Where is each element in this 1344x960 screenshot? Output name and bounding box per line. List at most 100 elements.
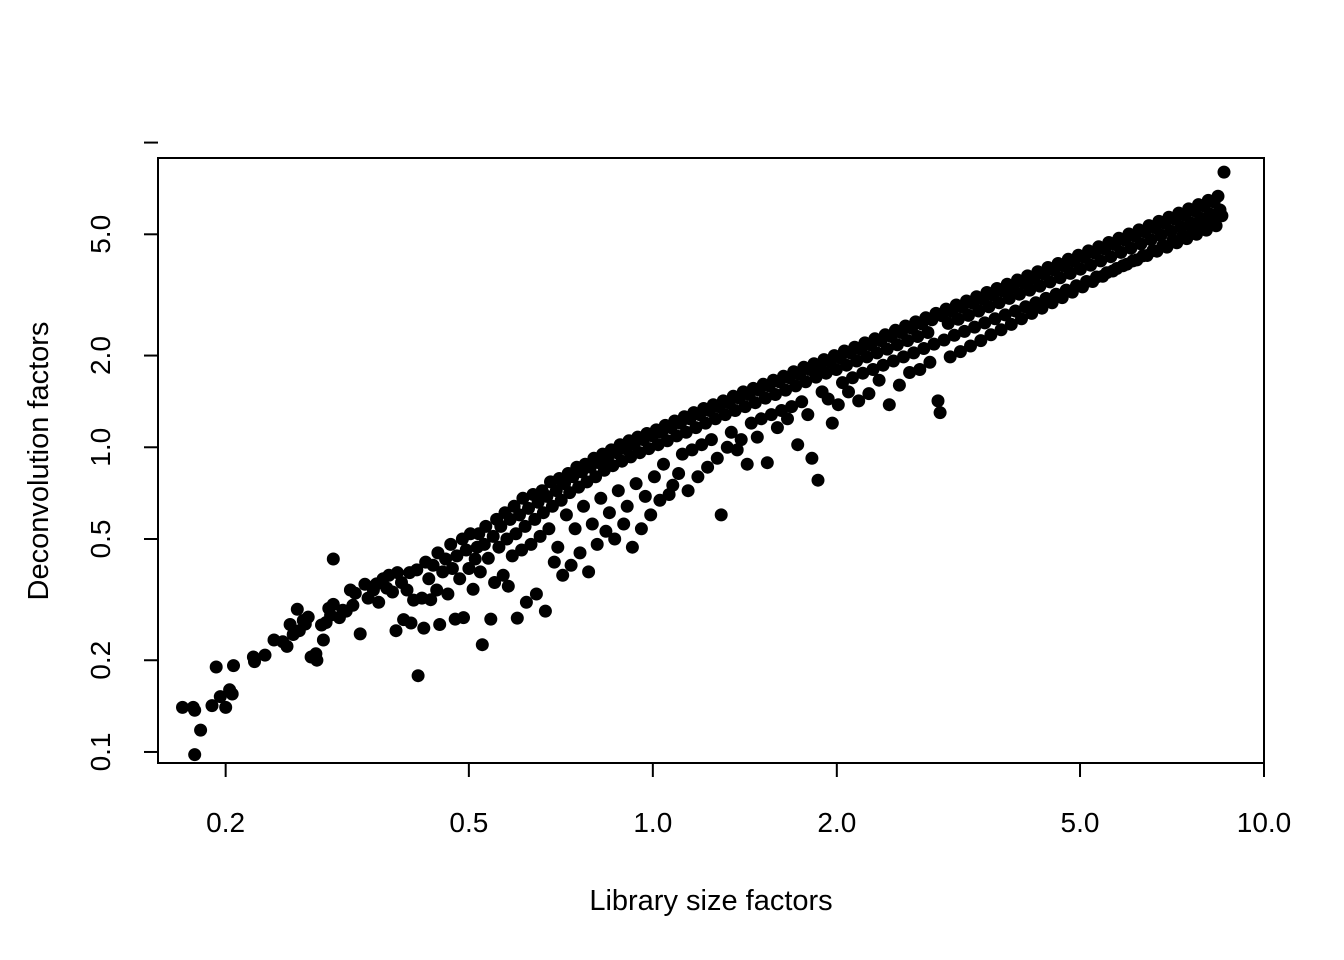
data-point: [225, 687, 239, 701]
data-point: [972, 304, 986, 318]
data-point: [479, 519, 493, 533]
y-tick-label: 0.2: [85, 641, 116, 680]
data-point: [422, 572, 436, 586]
data-point: [691, 470, 705, 484]
data-point: [410, 563, 424, 577]
data-point: [1144, 233, 1158, 247]
data-point: [931, 394, 945, 408]
data-point: [411, 669, 425, 683]
data-point: [1215, 209, 1229, 223]
x-tick-label: 5.0: [1061, 807, 1100, 838]
data-point: [426, 558, 440, 572]
data-point: [248, 655, 261, 669]
data-point: [513, 508, 526, 522]
data-point: [258, 648, 272, 662]
data-point: [608, 532, 622, 546]
data-point: [516, 491, 530, 505]
data-point: [400, 583, 414, 597]
data-point: [937, 333, 951, 347]
data-point: [209, 660, 223, 674]
data-point: [907, 346, 921, 360]
data-point: [1053, 271, 1067, 285]
x-tick-label: 1.0: [633, 807, 672, 838]
data-point: [718, 408, 732, 422]
data-point: [1124, 241, 1138, 255]
data-point: [685, 443, 699, 457]
data-point: [689, 421, 703, 435]
data-point: [494, 519, 508, 533]
data-point: [860, 350, 874, 364]
data-point: [768, 388, 782, 401]
data-point: [475, 638, 489, 652]
data-point: [842, 385, 855, 399]
data-point: [734, 433, 748, 447]
data-point: [846, 371, 859, 385]
data-point: [781, 412, 794, 426]
data-point: [760, 456, 774, 470]
y-tick-label: 0.5: [85, 520, 116, 559]
data-point: [481, 551, 495, 565]
x-tick-label: 0.2: [206, 807, 245, 838]
data-point: [1094, 254, 1108, 268]
data-point: [573, 546, 587, 560]
data-point: [554, 493, 568, 507]
data-point: [953, 345, 967, 359]
data-point: [1084, 258, 1098, 272]
data-point: [538, 604, 552, 618]
data-point: [994, 323, 1008, 337]
data-point: [468, 552, 482, 566]
data-point: [852, 394, 866, 408]
data-point: [644, 508, 658, 522]
data-point: [290, 602, 304, 616]
data-point: [547, 555, 561, 569]
data-point: [647, 470, 661, 484]
data-point: [457, 611, 470, 625]
data-point: [496, 568, 510, 582]
data-point: [699, 416, 713, 430]
data-point: [310, 653, 324, 667]
data-point: [585, 517, 599, 531]
data-point: [577, 499, 590, 513]
data-point: [714, 508, 728, 522]
data-point: [599, 524, 613, 538]
data-point: [518, 519, 532, 533]
data-point: [789, 379, 803, 393]
data-point: [533, 529, 547, 543]
y-axis-title: Deconvolution factors: [23, 322, 55, 601]
data-point: [805, 451, 819, 465]
data-point: [927, 337, 941, 351]
data-point: [594, 491, 608, 505]
data-point: [486, 529, 500, 543]
x-tick-label: 10.0: [1237, 807, 1292, 838]
data-point: [433, 618, 447, 631]
data-point: [353, 627, 367, 641]
data-point: [505, 549, 519, 563]
data-point: [389, 624, 403, 638]
data-point: [903, 366, 917, 379]
y-tick-label: 2.0: [85, 336, 116, 375]
data-point: [730, 443, 744, 457]
data-point: [629, 477, 643, 491]
data-point: [943, 350, 957, 364]
data-point: [424, 593, 438, 607]
data-point: [720, 440, 734, 454]
data-point: [801, 408, 815, 422]
data-point: [988, 312, 1002, 326]
data-point: [280, 639, 294, 653]
y-axis: 0.1 0.2 0.5 1.0 2.0 5.0: [85, 141, 158, 771]
data-point: [417, 621, 431, 635]
data-point: [466, 582, 480, 596]
data-point: [1033, 279, 1047, 293]
x-tick-label: 0.5: [449, 807, 488, 838]
data-point: [1015, 312, 1028, 326]
data-point: [819, 366, 833, 380]
data-point: [551, 540, 565, 554]
data-point: [795, 395, 809, 409]
data-point: [923, 355, 937, 369]
y-tick-label: 1.0: [85, 428, 116, 467]
data-point: [758, 391, 772, 405]
data-point: [540, 489, 554, 503]
data-point: [510, 611, 524, 625]
data-point: [617, 517, 631, 531]
data-point: [326, 552, 340, 566]
